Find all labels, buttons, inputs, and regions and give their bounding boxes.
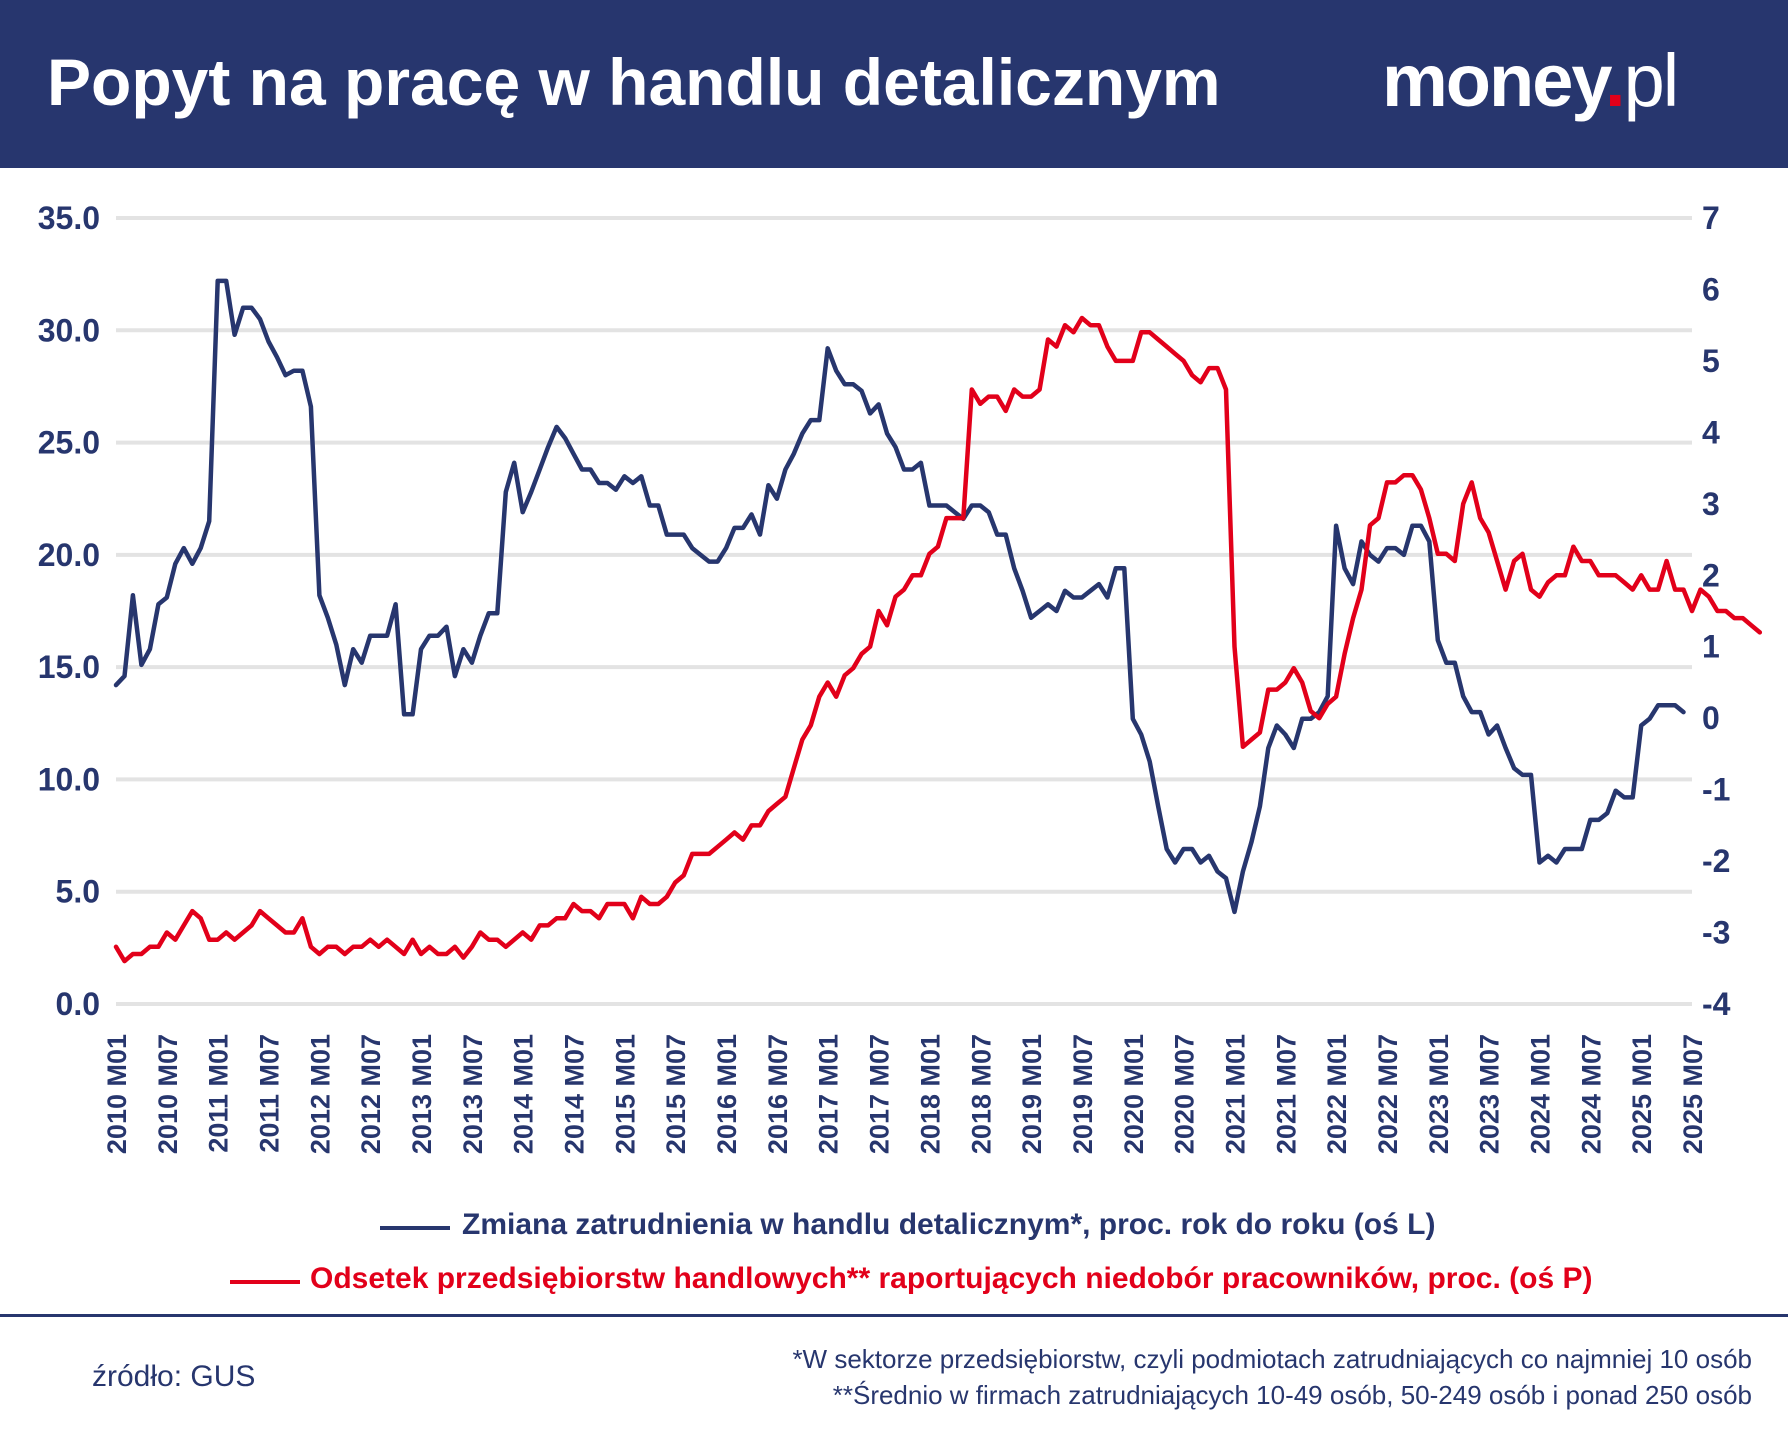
left-axis-tick: 10.0	[38, 761, 100, 797]
brand-logo: money.pl	[1382, 38, 1680, 123]
x-axis-tick: 2025 M01	[1627, 1034, 1657, 1154]
x-axis-tick: 2015 M07	[661, 1034, 691, 1154]
dual-axis-line-chart: 35.0 30.0 25.0 20.0 15.0 10.0 5.0 0.0 7 6 5 4 3 2 1 0 -1…	[38, 200, 1763, 1154]
source-label: źródło: GUS	[92, 1360, 256, 1393]
footnote-2: **Średnio w firmach zatrudniających 10-4…	[832, 1380, 1752, 1410]
x-axis-tick: 2016 M01	[712, 1034, 742, 1154]
x-axis-tick: 2020 M01	[1119, 1034, 1149, 1154]
x-axis-tick: 2011 M01	[204, 1034, 234, 1153]
legend-swatch-shortage	[230, 1280, 300, 1284]
header-banner: Popyt na pracę w handlu detalicznym mone…	[0, 0, 1788, 168]
x-axis-tick: 2025 M07	[1678, 1034, 1708, 1154]
x-axis-tick: 2021 M07	[1271, 1034, 1301, 1154]
series-line-employment-change	[113, 278, 1686, 915]
x-axis-tick: 2020 M07	[1170, 1034, 1200, 1154]
right-axis-tick: -1	[1702, 772, 1730, 808]
x-axis-tick: 2024 M07	[1576, 1034, 1606, 1154]
x-axis-tick: 2024 M01	[1525, 1034, 1555, 1154]
x-axis-tick: 2011 M07	[255, 1034, 285, 1153]
x-axis-tick: 2019 M01	[1017, 1034, 1047, 1154]
right-axis-tick: 7	[1702, 200, 1720, 236]
right-axis-tick: 2	[1702, 557, 1720, 593]
left-axis-tick: 20.0	[38, 537, 100, 573]
x-axis-tick: 2016 M07	[763, 1034, 793, 1154]
x-axis-tick: 2015 M01	[610, 1034, 640, 1154]
right-axis-tick: 1	[1702, 629, 1720, 665]
x-axis-tick: 2019 M07	[1068, 1034, 1098, 1154]
x-axis-tick: 2023 M07	[1475, 1034, 1505, 1154]
legend-item-employment: Zmiana zatrudnienia w handlu detalicznym…	[0, 1208, 1788, 1248]
right-axis-tick: 0	[1702, 700, 1720, 736]
x-axis-tick: 2010 M01	[102, 1034, 132, 1154]
logo-dot: .	[1605, 39, 1626, 122]
right-axis-tick: 3	[1702, 486, 1720, 522]
x-axis-tick: 2017 M07	[865, 1034, 895, 1154]
x-axis-tick: 2023 M01	[1424, 1034, 1454, 1154]
left-axis-tick: 35.0	[38, 200, 100, 236]
right-axis-tick: -3	[1702, 915, 1730, 951]
x-axis-tick: 2013 M07	[458, 1034, 488, 1154]
x-axis-tick: 2014 M07	[560, 1034, 590, 1154]
left-axis-tick: 5.0	[56, 874, 100, 910]
x-axis-tick: 2012 M01	[305, 1034, 335, 1154]
x-axis-tick: 2018 M01	[915, 1034, 945, 1154]
left-axis-tick: 15.0	[38, 649, 100, 685]
x-axis-tick: 2012 M07	[356, 1034, 386, 1154]
right-axis-tick: 6	[1702, 271, 1720, 307]
left-axis-tick: 0.0	[56, 986, 100, 1022]
x-axis-tick: 2021 M01	[1220, 1034, 1250, 1154]
legend-item-shortage: Odsetek przedsiębiorstw handlowych** rap…	[0, 1262, 1788, 1302]
x-axis-tick: 2014 M01	[509, 1034, 539, 1154]
legend-label-shortage: Odsetek przedsiębiorstw handlowych** rap…	[310, 1262, 1593, 1295]
left-axis-tick: 25.0	[38, 425, 100, 461]
series-line-labor-shortage	[113, 315, 1763, 964]
left-axis-tick: 30.0	[38, 312, 100, 348]
right-axis-tick: 4	[1702, 414, 1720, 450]
footer-divider	[0, 1314, 1788, 1317]
page-title: Popyt na pracę w handlu detalicznym	[47, 45, 1221, 119]
x-axis-tick: 2013 M01	[407, 1034, 437, 1154]
x-axis-tick: 2018 M07	[966, 1034, 996, 1154]
legend-label-employment: Zmiana zatrudnienia w handlu detalicznym…	[462, 1208, 1436, 1241]
x-axis-tick: 2010 M07	[153, 1034, 183, 1154]
logo-suffix: pl	[1623, 39, 1680, 122]
legend-swatch-employment	[380, 1226, 450, 1230]
logo-main: money	[1382, 39, 1607, 122]
right-axis-tick: -2	[1702, 843, 1730, 879]
right-axis-tick: 5	[1702, 343, 1720, 379]
x-axis-tick: 2017 M01	[814, 1034, 844, 1154]
x-axis-tick: 2022 M01	[1322, 1034, 1352, 1154]
x-axis-tick: 2022 M07	[1373, 1034, 1403, 1154]
right-axis-tick: -4	[1702, 986, 1731, 1022]
footnote-1: *W sektorze przedsiębiorstw, czyli podmi…	[792, 1344, 1752, 1374]
